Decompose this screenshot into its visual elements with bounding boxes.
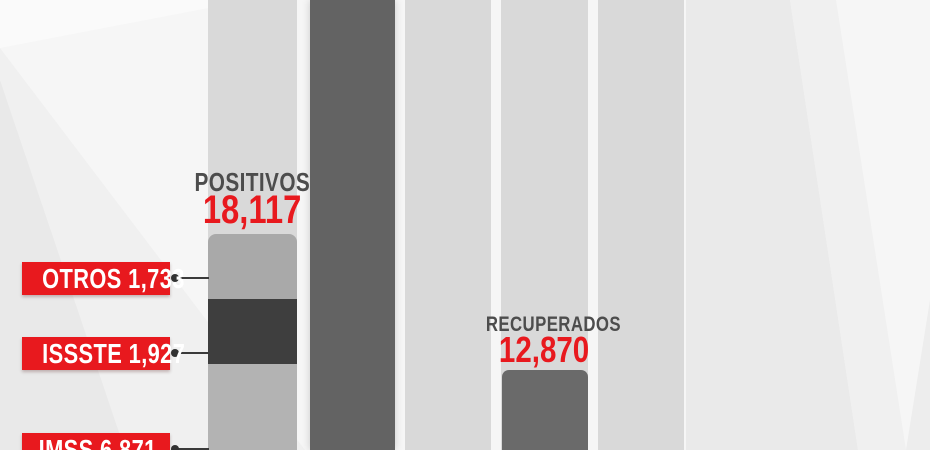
connector-otros [175, 277, 209, 279]
bar-segment-issste [208, 299, 297, 364]
recuperados-value-text: 12,870 [498, 329, 590, 370]
bar-recuperados [502, 370, 588, 450]
recuperados-value: 12,870 [469, 329, 619, 370]
connector-issste [175, 352, 209, 354]
track-5 [598, 0, 684, 450]
connector-imss [175, 448, 209, 450]
bar-segment-otros [208, 234, 297, 299]
callout-issste-label: ISSSTE 1,927 [42, 338, 186, 369]
positivos-heading-text: POSITIVOS [194, 167, 310, 197]
track-3 [405, 0, 491, 450]
callout-otros: OTROS 1,733 [22, 262, 184, 295]
connector-dot-imss [171, 445, 179, 450]
positivos-value-text: 18,117 [202, 188, 302, 232]
bar-segment-imss [208, 364, 297, 450]
bar-dark-unlabeled [310, 0, 395, 450]
connector-dot-issste [171, 349, 179, 357]
positivos-value: 18,117 [177, 188, 327, 232]
recuperados-heading-text: RECUPERADOS [485, 313, 621, 336]
callout-imss-label: IMSS 6,871 [38, 434, 157, 450]
positivos-heading: POSITIVOS [177, 167, 327, 197]
recuperados-heading: RECUPERADOS [469, 313, 621, 336]
connector-dot-otros [171, 274, 179, 282]
callout-imss: IMSS 6,871 [22, 433, 170, 450]
callout-issste: ISSSTE 1,927 [22, 337, 185, 370]
callout-otros-label: OTROS 1,733 [42, 263, 185, 294]
